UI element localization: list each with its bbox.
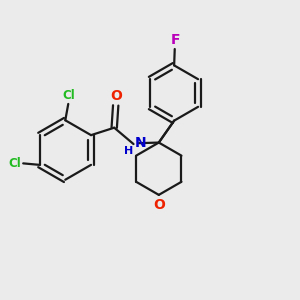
Text: O: O [153,198,165,212]
Text: Cl: Cl [8,157,21,170]
Text: N: N [134,136,146,150]
Text: O: O [110,89,122,103]
Text: Cl: Cl [62,88,75,102]
Text: H: H [124,146,134,156]
Text: F: F [170,33,180,46]
